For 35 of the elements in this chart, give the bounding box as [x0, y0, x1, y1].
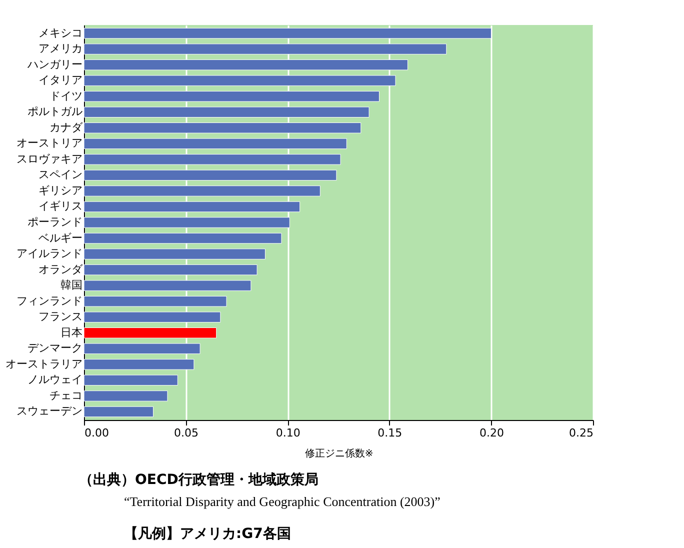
y-tick-label: デンマーク [28, 342, 82, 355]
y-tick-label: スウェーデン [16, 404, 82, 418]
y-tick-label: カナダ [50, 120, 84, 134]
y-tick-label: ギリシア [38, 184, 82, 197]
y-tick-label: チェコ [50, 388, 82, 402]
x-tick-label: 0.05 [174, 426, 199, 440]
y-tick-label: オーストラリア [6, 357, 82, 370]
y-tick-label: オランダ [38, 262, 84, 276]
y-tick-label: アメリカ [38, 42, 82, 56]
x-tick-label: 0.00 [84, 426, 109, 440]
x-tick-label: 0.10 [276, 426, 300, 440]
text: 【凡例】アメリカ:G7各国 [124, 526, 291, 542]
x-axis-title: 修正ジニ係数※ [304, 448, 374, 460]
y-tick-label: スペイン [38, 168, 82, 182]
y-tick-label: フィンランド [16, 294, 82, 308]
y-tick-label: イタリア [38, 74, 82, 87]
text: （出典）OECD行政管理・地域政策局 [79, 472, 318, 488]
x-tick-label: 0.25 [569, 426, 594, 440]
y-tick-label: メキシコ [38, 26, 82, 40]
x-tick-label: 0.15 [378, 426, 402, 440]
y-tick-label: アイルランド [16, 247, 82, 260]
y-tick-label: ポーランド [28, 216, 82, 228]
y-tick-label: スロヴァキア [16, 152, 82, 166]
y-tick-label: ベルギー [38, 231, 82, 244]
text: “Territorial Disparity and Geographic Concentration (2003)” [124, 494, 441, 509]
y-tick-label: ノルウェイ [28, 373, 82, 386]
y-tick-label: フランス [38, 310, 82, 324]
y-tick-label: ポルトガル [28, 105, 82, 118]
y-tick-label: 韓国 [60, 278, 82, 292]
y-tick-label: 日本 [60, 326, 82, 339]
y-tick-label: イギリス [38, 200, 82, 213]
y-tick-label: ドイツ [50, 89, 82, 102]
x-tick-label: 0.20 [479, 426, 504, 440]
y-tick-label: オーストリア [16, 136, 82, 150]
y-tick-label: ハンガリー [26, 58, 82, 71]
